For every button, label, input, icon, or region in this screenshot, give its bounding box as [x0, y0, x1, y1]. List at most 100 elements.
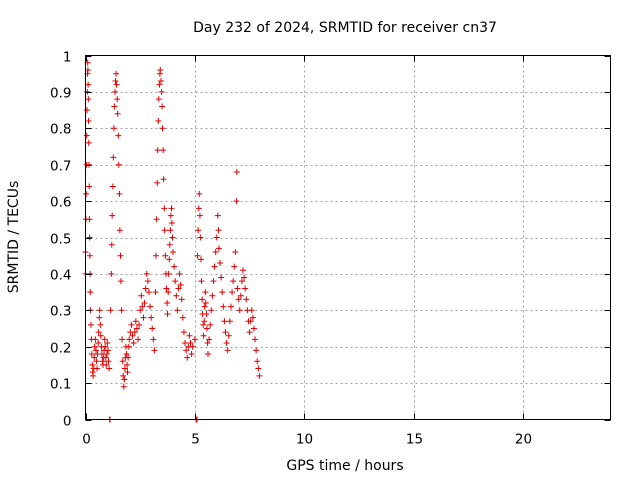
data-point	[161, 205, 168, 212]
data-point	[113, 70, 120, 77]
data-point	[98, 350, 105, 357]
data-point	[143, 270, 150, 277]
data-point	[83, 132, 90, 139]
data-point	[178, 296, 185, 303]
data-point	[254, 358, 261, 365]
data-point	[125, 354, 132, 361]
plot-frame	[85, 55, 611, 420]
data-point	[107, 307, 114, 314]
data-point	[166, 241, 173, 248]
data-points	[82, 59, 263, 423]
data-point	[256, 372, 263, 379]
data-point	[252, 336, 259, 343]
data-point	[248, 307, 255, 314]
data-point	[198, 256, 204, 263]
y-tick-label: 0.2	[50, 341, 71, 357]
data-point	[93, 358, 100, 365]
data-point	[218, 274, 225, 281]
data-point	[177, 281, 184, 288]
data-point	[210, 278, 217, 285]
x-axis-label: GPS time / hours	[286, 458, 403, 474]
data-point	[165, 270, 172, 277]
x-tick-label: 10	[296, 432, 313, 448]
data-point	[97, 321, 104, 328]
data-point	[93, 347, 99, 354]
data-point	[209, 292, 216, 299]
axis-ticks	[85, 55, 611, 421]
data-point	[120, 372, 127, 379]
data-point	[149, 325, 156, 332]
data-point	[159, 125, 166, 132]
data-point	[211, 263, 218, 270]
data-point	[86, 234, 93, 241]
data-point	[102, 354, 109, 361]
data-point	[172, 278, 179, 285]
data-point	[163, 285, 170, 292]
data-point	[105, 358, 112, 365]
data-point	[196, 190, 203, 197]
data-point	[141, 300, 148, 307]
y-tick-label: 0.4	[50, 268, 71, 284]
data-point	[151, 347, 158, 354]
data-point	[174, 307, 181, 314]
data-point	[198, 278, 205, 285]
data-point	[187, 340, 194, 347]
data-point	[233, 168, 240, 175]
data-point	[224, 347, 231, 354]
data-point	[95, 329, 102, 336]
data-point	[85, 81, 92, 88]
data-point	[136, 321, 143, 328]
y-axis-label: SRMTID / TECUs	[6, 181, 22, 294]
data-point	[121, 365, 128, 372]
data-point	[144, 278, 151, 285]
data-point	[214, 212, 221, 219]
data-point	[234, 285, 241, 292]
data-point	[85, 139, 92, 146]
data-point	[90, 372, 97, 379]
data-point	[166, 256, 173, 263]
data-point	[89, 361, 96, 368]
data-point	[115, 132, 122, 139]
data-point	[215, 245, 222, 252]
data-point	[162, 252, 169, 259]
data-point	[106, 365, 113, 372]
data-point	[92, 336, 99, 343]
data-point	[255, 365, 262, 372]
data-point	[226, 318, 233, 325]
data-point	[164, 310, 171, 317]
data-point	[158, 88, 165, 95]
data-point	[86, 252, 93, 259]
data-point	[200, 332, 207, 339]
data-point	[171, 263, 178, 270]
data-point	[123, 350, 130, 357]
data-point	[156, 81, 163, 88]
data-point	[220, 303, 227, 310]
data-point	[225, 332, 232, 339]
data-point	[91, 354, 98, 361]
y-tick-label: 0.5	[50, 232, 71, 248]
data-point	[119, 358, 126, 365]
y-tick-labels: 0 0.1 0.2 0.3 0.4 0.5 0.6 0.7 0.8 0.9 1	[50, 50, 71, 430]
data-point	[253, 347, 260, 354]
data-point	[157, 77, 164, 84]
data-point	[221, 318, 228, 325]
data-point	[131, 329, 138, 336]
data-point	[105, 347, 112, 354]
data-point	[180, 329, 187, 336]
data-point	[231, 263, 238, 270]
data-point	[203, 310, 210, 317]
data-point	[130, 340, 137, 347]
data-point	[206, 336, 213, 343]
data-point	[183, 347, 190, 354]
data-point	[155, 96, 162, 103]
data-point	[179, 314, 186, 321]
data-point	[219, 289, 226, 296]
data-point	[246, 329, 253, 336]
data-point	[195, 205, 202, 212]
data-point	[153, 216, 160, 223]
data-point	[217, 259, 224, 266]
data-point	[117, 278, 124, 285]
data-point	[184, 354, 191, 361]
data-point	[159, 103, 166, 110]
